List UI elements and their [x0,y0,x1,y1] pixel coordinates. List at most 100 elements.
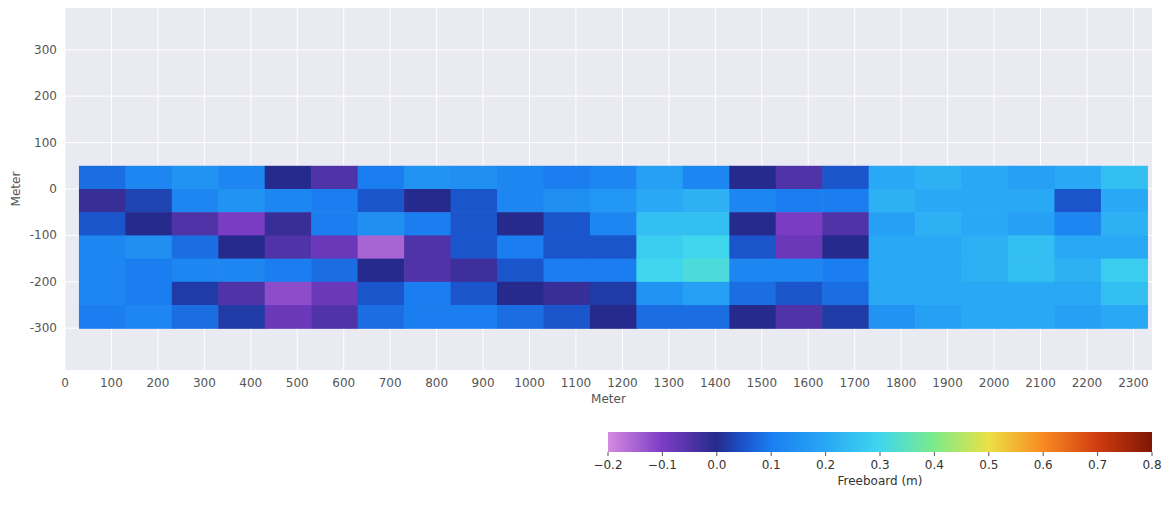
cell [729,166,776,190]
x-tick-label: 2300 [1118,376,1149,390]
cell [822,166,869,190]
cell [172,235,219,259]
cell [265,282,312,306]
colorbar-tick [1043,452,1044,456]
cell [1101,259,1148,283]
colorbar-tick [608,452,609,456]
cell [683,282,730,306]
cell [265,305,312,329]
colorbar-tick-label: 0.8 [1142,458,1161,472]
cell [404,212,451,236]
cell [265,235,312,259]
cell [497,235,544,259]
y-tick-label: 200 [34,89,57,103]
cell [822,259,869,283]
cell [1054,166,1101,190]
cell [172,259,219,283]
x-tick-label: 1300 [654,376,685,390]
cell [125,189,172,213]
cell [1101,282,1148,306]
y-axis-title: Meter [9,172,23,207]
cell [636,189,683,213]
cell [915,212,962,236]
cell [776,235,823,259]
cell [125,235,172,259]
cell [451,282,498,306]
cell [311,305,358,329]
cell [1101,166,1148,190]
cell [869,166,916,190]
colorbar-tick [1152,452,1153,456]
cell [311,189,358,213]
cell [1008,166,1055,190]
x-tick-label: 0 [61,376,69,390]
cell [776,212,823,236]
cell [497,166,544,190]
cell [962,259,1009,283]
cell [1008,235,1055,259]
cell [218,259,265,283]
chart: 0100200300400500600700800900100011001200… [0,0,1169,521]
cell [172,305,219,329]
cell [79,166,126,190]
cell [218,212,265,236]
cell [776,259,823,283]
cell [543,235,590,259]
cell [358,166,405,190]
x-tick-label: 200 [146,376,169,390]
cell [358,305,405,329]
cell [172,212,219,236]
cell [590,305,637,329]
cell [1054,189,1101,213]
cell [358,212,405,236]
cell [543,189,590,213]
y-tick-label: 300 [34,43,57,57]
heatmap-cells [79,166,1148,329]
cell [1101,212,1148,236]
cell [636,259,683,283]
cell [543,259,590,283]
cell [683,235,730,259]
cell [172,166,219,190]
cell [869,282,916,306]
cell [1008,212,1055,236]
plot-background [65,8,1152,370]
cell [915,305,962,329]
cell [404,305,451,329]
cell [915,189,962,213]
cell [776,305,823,329]
x-tick-label: 1700 [839,376,870,390]
cell [125,259,172,283]
cell [404,189,451,213]
cell [451,305,498,329]
colorbar-tick [880,452,881,456]
cell [776,166,823,190]
cell [311,235,358,259]
cell [1101,235,1148,259]
colorbar-tick [716,452,717,456]
colorbar-tick-label: 0.3 [870,458,889,472]
cell [404,282,451,306]
cell [636,166,683,190]
cell [962,305,1009,329]
cell [79,282,126,306]
x-tick-label: 700 [379,376,402,390]
cell [265,212,312,236]
y-tick-label: 100 [34,136,57,150]
colorbar-tick-label: 0.6 [1034,458,1053,472]
x-tick-label: 600 [332,376,355,390]
cell [125,166,172,190]
x-tick-label: 1900 [932,376,963,390]
cell [311,166,358,190]
cell [636,282,683,306]
cell [1101,305,1148,329]
cell [1054,235,1101,259]
cell [869,305,916,329]
cell [729,189,776,213]
cell [590,166,637,190]
colorbar-tick-label: 0.2 [816,458,835,472]
cell [79,212,126,236]
cell [218,189,265,213]
cell [822,235,869,259]
cell [358,259,405,283]
